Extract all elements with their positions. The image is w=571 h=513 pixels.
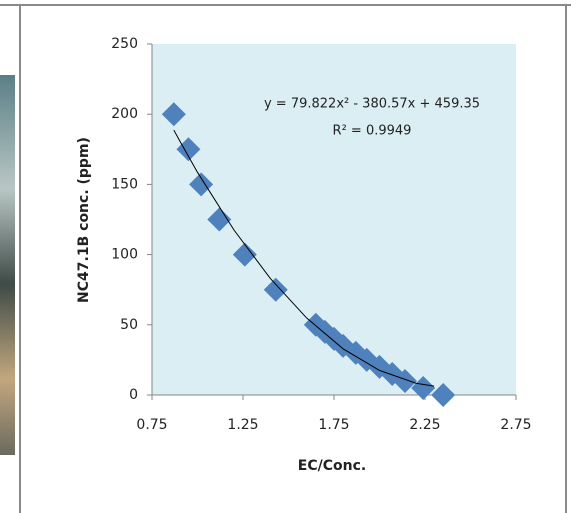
y-tick-label: 200 <box>111 106 138 122</box>
x-axis-title: EC/Conc. <box>298 458 366 474</box>
x-tick-label: 1.25 <box>227 417 258 433</box>
data-point <box>431 383 456 407</box>
y-tick-label: 50 <box>120 317 138 333</box>
data-point <box>161 102 186 127</box>
data-point <box>411 375 436 400</box>
data-point <box>189 172 214 197</box>
data-point <box>392 368 417 393</box>
equation: y = 79.822x² - 380.57x + 459.35 <box>264 97 480 112</box>
y-axis-title: NC47.1B conc. (ppm) <box>76 137 92 303</box>
x-tick-label: 2.75 <box>500 417 531 433</box>
x-tick-label: 1.75 <box>318 417 349 433</box>
x-tick-label: 2.25 <box>409 417 440 433</box>
y-tick-label: 0 <box>129 387 138 403</box>
x-tick-label: 0.75 <box>136 417 167 433</box>
data-point <box>207 207 232 232</box>
y-tick-label: 100 <box>111 247 138 263</box>
data-point <box>176 137 201 162</box>
data-point <box>263 277 288 302</box>
data-point <box>232 242 257 267</box>
background-photo <box>0 75 15 455</box>
trendline <box>173 129 435 387</box>
y-tick-label: 250 <box>111 36 138 52</box>
y-tick-label: 150 <box>111 176 138 192</box>
r-squared: R² = 0.9949 <box>333 124 412 139</box>
